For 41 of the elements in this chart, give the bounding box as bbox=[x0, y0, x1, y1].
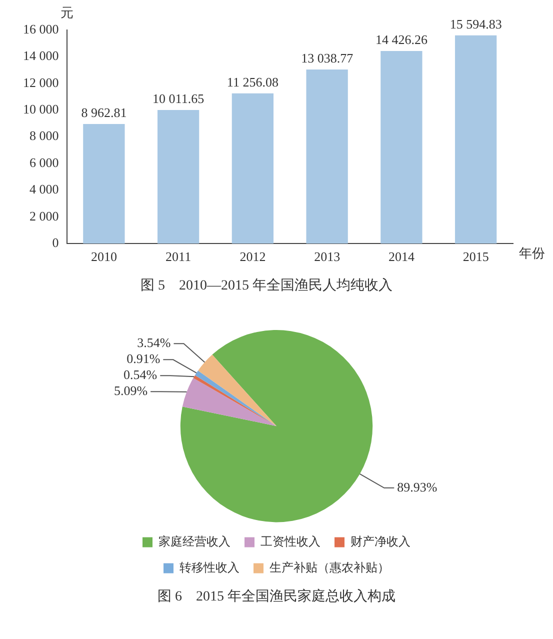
data-label: 10 011.65 bbox=[152, 90, 204, 106]
data-label: 89.93% bbox=[397, 479, 438, 494]
legend-label: 财产净收入 bbox=[350, 534, 410, 548]
y-tick-label: 4 000 bbox=[30, 182, 59, 197]
x-tick-label: 2015 bbox=[462, 248, 489, 264]
y-tick-label: 16 000 bbox=[23, 21, 59, 36]
legend-label: 生产补贴（惠农补贴） bbox=[270, 560, 390, 574]
bar bbox=[380, 51, 422, 244]
y-tick-label: 12 000 bbox=[23, 74, 59, 90]
y-tick-label: 6 000 bbox=[30, 154, 59, 170]
y-tick-label: 10 000 bbox=[23, 102, 59, 117]
x-tick-label: 2011 bbox=[166, 248, 192, 264]
legend-label: 转移性收入 bbox=[180, 560, 240, 574]
bar bbox=[306, 70, 348, 244]
text: 图 5 2010—2015 年全国渔民人均纯收入 bbox=[140, 277, 392, 294]
data-label: 3.54% bbox=[137, 335, 171, 350]
data-label: 8 962.81 bbox=[81, 104, 127, 120]
data-label: 15 594.83 bbox=[450, 16, 502, 32]
data-label: 11 256.08 bbox=[226, 74, 278, 90]
y-axis-title: 元 bbox=[60, 4, 74, 20]
y-tick-label: 14 000 bbox=[23, 48, 59, 64]
bar bbox=[83, 124, 125, 244]
data-label: 0.54% bbox=[124, 367, 158, 382]
legend-label: 工资性收入 bbox=[260, 534, 320, 548]
legend-label: 家庭经营收入 bbox=[158, 534, 230, 548]
x-tick-label: 2010 bbox=[90, 248, 117, 264]
bar bbox=[454, 35, 497, 244]
y-tick-label: 0 bbox=[52, 235, 59, 250]
data-label: 14 426.26 bbox=[375, 32, 428, 47]
x-tick-label: 2013 bbox=[314, 248, 340, 264]
x-tick-label: 2012 bbox=[240, 248, 266, 264]
y-tick-label: 8 000 bbox=[30, 128, 59, 144]
data-label: 5.09% bbox=[114, 383, 148, 398]
x-tick-label: 2014 bbox=[388, 248, 415, 264]
bar bbox=[157, 110, 200, 244]
x-axis-title: 年份 bbox=[519, 246, 545, 261]
y-tick-label: 2 000 bbox=[30, 208, 59, 224]
text: 图 6 2015 年全国渔民家庭总收入构成 bbox=[158, 588, 396, 604]
bar bbox=[232, 93, 274, 244]
data-label: 13 038.77 bbox=[301, 50, 354, 66]
data-label: 0.91% bbox=[126, 351, 160, 366]
